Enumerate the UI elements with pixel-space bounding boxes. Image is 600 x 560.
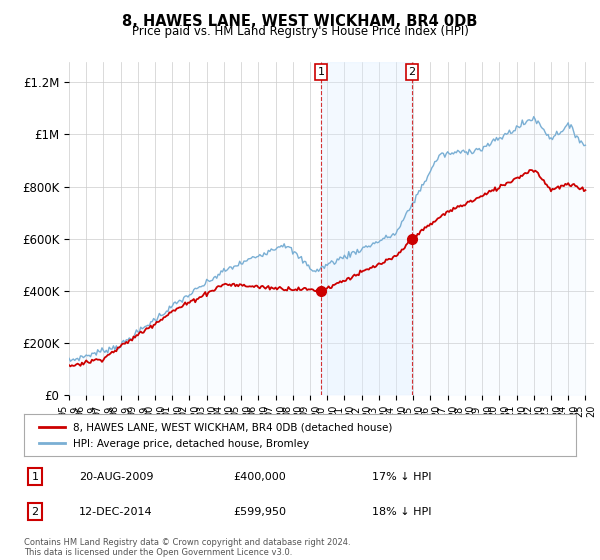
Text: 20-AUG-2009: 20-AUG-2009 — [79, 472, 154, 482]
Text: Contains HM Land Registry data © Crown copyright and database right 2024.
This d: Contains HM Land Registry data © Crown c… — [24, 538, 350, 557]
Text: 18% ↓ HPI: 18% ↓ HPI — [372, 507, 431, 517]
Text: £599,950: £599,950 — [234, 507, 287, 517]
Text: 2: 2 — [31, 507, 38, 517]
Text: £400,000: £400,000 — [234, 472, 287, 482]
Text: 2: 2 — [409, 67, 415, 77]
Text: 17% ↓ HPI: 17% ↓ HPI — [372, 472, 431, 482]
Text: 12-DEC-2014: 12-DEC-2014 — [79, 507, 153, 517]
Text: 8, HAWES LANE, WEST WICKHAM, BR4 0DB: 8, HAWES LANE, WEST WICKHAM, BR4 0DB — [122, 14, 478, 29]
Text: 1: 1 — [317, 67, 325, 77]
Bar — [321, 62, 412, 395]
Text: 1: 1 — [32, 472, 38, 482]
Text: Price paid vs. HM Land Registry's House Price Index (HPI): Price paid vs. HM Land Registry's House … — [131, 25, 469, 38]
Legend: 8, HAWES LANE, WEST WICKHAM, BR4 0DB (detached house), HPI: Average price, detac: 8, HAWES LANE, WEST WICKHAM, BR4 0DB (de… — [35, 418, 397, 452]
